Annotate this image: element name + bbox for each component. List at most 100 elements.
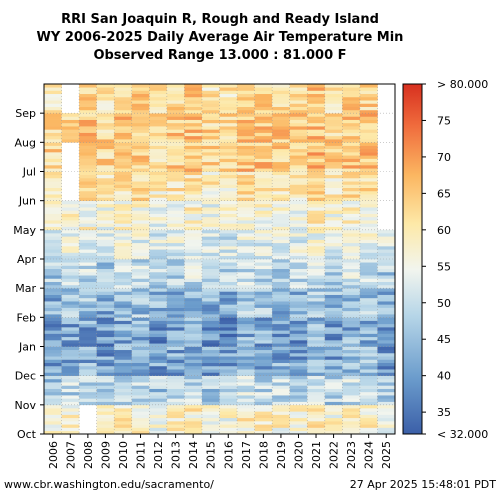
- heatmap-cell: [96, 252, 115, 257]
- heatmap-cell: [289, 165, 308, 169]
- heatmap-cell: [131, 129, 150, 133]
- heatmap-cell: [254, 229, 273, 234]
- heatmap-cell: [254, 365, 273, 370]
- heatmap-cell: [201, 194, 220, 198]
- heatmap-cell: [131, 327, 150, 331]
- heatmap-cell: [307, 145, 326, 150]
- heatmap-cell: [254, 103, 273, 107]
- heatmap-cell: [272, 388, 290, 393]
- heatmap-cell: [237, 281, 255, 286]
- heatmap-cell: [342, 213, 361, 218]
- heatmap-cell: [272, 161, 290, 166]
- heatmap-cell: [61, 401, 80, 406]
- heatmap-cell: [131, 158, 150, 163]
- heatmap-cell: [359, 226, 378, 231]
- heatmap-cell: [359, 372, 378, 376]
- heatmap-cell: [61, 404, 80, 409]
- heatmap-cell: [184, 262, 203, 266]
- heatmap-cell: [324, 340, 343, 344]
- heatmap-cell: [359, 356, 378, 360]
- heatmap-cell: [219, 398, 238, 402]
- heatmap-cell: [184, 378, 203, 383]
- heatmap-cell: [324, 203, 343, 208]
- heatmap-cell: [96, 216, 115, 221]
- heatmap-cell: [219, 284, 238, 289]
- heatmap-cell: [96, 255, 115, 260]
- heatmap-cell: [44, 210, 62, 214]
- heatmap-cell: [377, 233, 396, 237]
- heatmap-cell: [184, 229, 203, 234]
- heatmap-cell: [61, 210, 80, 214]
- heatmap-cell: [219, 113, 238, 117]
- heatmap-cell: [289, 171, 308, 176]
- heatmap-cell: [342, 220, 361, 224]
- heatmap-cell: [96, 90, 115, 95]
- heatmap-cell: [201, 158, 220, 163]
- heatmap-cell: [184, 275, 203, 279]
- footer-source-url: www.cbr.washington.edu/sacramento/: [4, 478, 214, 491]
- heatmap-cell: [44, 352, 62, 357]
- heatmap-cell: [254, 297, 273, 302]
- heatmap-cell: [44, 275, 62, 279]
- heatmap-cell: [342, 233, 361, 237]
- heatmap-cell: [359, 158, 378, 163]
- heatmap-cell: [272, 307, 290, 312]
- heatmap-cell: [114, 220, 133, 224]
- heatmap-cell: [184, 155, 203, 159]
- heatmap-cell: [166, 291, 185, 295]
- heatmap-cell: [149, 122, 168, 127]
- heatmap-cell: [342, 262, 361, 266]
- heatmap-cell: [61, 239, 80, 244]
- heatmap-cell: [166, 281, 185, 286]
- heatmap-cell: [289, 100, 308, 104]
- heatmap-cell: [149, 336, 168, 341]
- heatmap-cell: [166, 135, 185, 140]
- heatmap-cell: [254, 352, 273, 357]
- heatmap-cell: [324, 152, 343, 156]
- heatmap-cell: [359, 87, 378, 91]
- heatmap-cell: [149, 109, 168, 114]
- heatmap-cell: [359, 190, 378, 195]
- heatmap-cell: [114, 93, 133, 98]
- heatmap-cell: [114, 340, 133, 344]
- x-tick-label: 2014: [187, 441, 200, 469]
- heatmap-cell: [254, 142, 273, 146]
- heatmap-cell: [184, 343, 203, 347]
- heatmap-cell: [289, 200, 308, 205]
- heatmap-cell: [114, 181, 133, 185]
- heatmap-cell: [79, 291, 97, 295]
- heatmap-cell: [166, 378, 185, 383]
- heatmap-cell: [184, 203, 203, 208]
- heatmap-cell: [289, 278, 308, 282]
- heatmap-cell: [342, 330, 361, 334]
- heatmap-cell: [324, 122, 343, 127]
- heatmap-cell: [342, 333, 361, 338]
- heatmap-cell: [184, 294, 203, 299]
- heatmap-cell: [79, 271, 97, 276]
- heatmap-cell: [114, 385, 133, 389]
- heatmap-cell: [44, 417, 62, 422]
- heatmap-cell: [342, 307, 361, 312]
- heatmap-cell: [131, 395, 150, 399]
- heatmap-cell: [201, 346, 220, 351]
- heatmap-cell: [342, 84, 361, 88]
- heatmap-cell: [61, 203, 80, 208]
- heatmap-cell: [114, 226, 133, 231]
- heatmap-cell: [307, 317, 326, 321]
- heatmap-cell: [272, 375, 290, 380]
- heatmap-cell: [166, 336, 185, 341]
- heatmap-cell: [79, 213, 97, 218]
- heatmap-cell: [149, 155, 168, 159]
- heatmap-cell: [131, 139, 150, 143]
- heatmap-cell: [219, 194, 238, 198]
- heatmap-cell: [324, 314, 343, 318]
- heatmap-cell: [201, 187, 220, 192]
- heatmap-cell: [166, 87, 185, 91]
- heatmap-cell: [79, 135, 97, 140]
- heatmap-cell: [44, 317, 62, 321]
- heatmap-cell: [44, 327, 62, 331]
- heatmap-cell: [377, 391, 396, 396]
- heatmap-cell: [114, 294, 133, 299]
- heatmap-cell: [289, 216, 308, 221]
- heatmap-cell: [131, 382, 150, 386]
